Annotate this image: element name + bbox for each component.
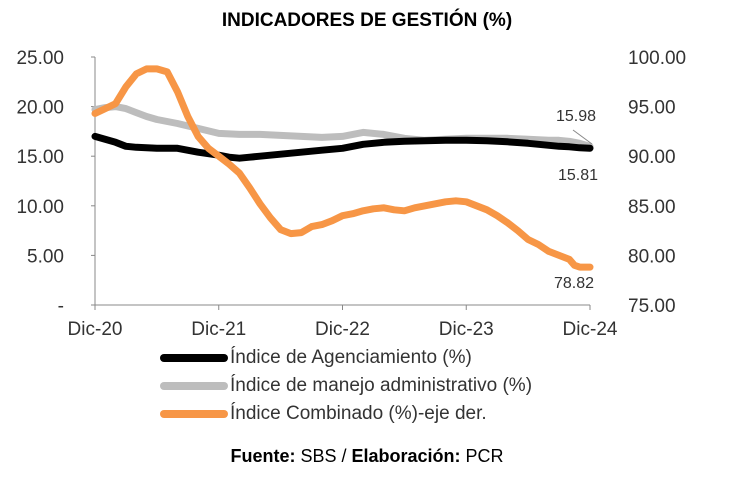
legend-swatch-agenciamiento (160, 354, 228, 362)
elaboration-label: Elaboración: (351, 446, 461, 466)
y-right-tick-label: 75.00 (628, 296, 676, 317)
series-line-agenciamiento (91, 132, 594, 162)
y-left-tick-label: 10.00 (16, 197, 64, 218)
series-line-combinado (91, 65, 594, 271)
data-label-leader-line (572, 129, 593, 145)
chart-legend: Índice de Agenciamiento (%) Índice de ma… (160, 344, 532, 428)
x-tick-label: Dic-21 (191, 319, 246, 340)
data-label-agenciamiento-last: 15.81 (558, 167, 598, 184)
x-tick-label: Dic-23 (439, 319, 494, 340)
chart-series-lines (91, 65, 594, 271)
source-label: Fuente: (230, 446, 296, 466)
y-left-tick-label: 25.00 (16, 48, 64, 69)
chart-axes: 25.00 20.00 15.00 10.00 5.00 - 100.00 95.00 90.0… (16, 48, 686, 340)
x-tick-label: Dic-24 (563, 319, 618, 340)
y-left-tick-label: 5.00 (27, 246, 64, 267)
x-tick-label: Dic-20 (68, 319, 123, 340)
legend-label-manejo-administrativo: Índice de manejo administrativo (%) (230, 375, 533, 396)
legend-item-agenciamiento: Índice de Agenciamiento (%) (160, 344, 532, 372)
chart-title: INDICADORES DE GESTIÓN (%) (221, 10, 513, 31)
legend-item-combinado: Índice Combinado (%)-eje der. (160, 400, 532, 428)
legend-item-manejo-administrativo: Índice de manejo administrativo (%) (160, 372, 532, 400)
y-right-tick-label: 100.00 (628, 48, 686, 69)
legend-swatch-manejo-administrativo (160, 382, 228, 390)
y-left-tick-label: 20.00 (16, 98, 64, 119)
y-right-tick-label: 85.00 (628, 197, 676, 218)
y-right-tick-label: 95.00 (628, 98, 676, 119)
legend-label-agenciamiento: Índice de Agenciamiento (%) (230, 347, 472, 368)
chart-data-labels: 15.98 15.81 78.82 (554, 108, 598, 292)
y-left-tick-label: 15.00 (16, 147, 64, 168)
y-right-tick-label: 90.00 (628, 147, 676, 168)
x-tick-label: Dic-22 (315, 319, 370, 340)
y-left-tick-label: - (58, 296, 64, 317)
source-value: SBS / (295, 446, 352, 466)
data-label-combinado-last: 78.82 (554, 275, 594, 292)
elaboration-value: PCR (460, 446, 504, 466)
source-note: Fuente: SBS / Elaboración: PCR (0, 446, 734, 467)
y-right-tick-label: 80.00 (628, 246, 676, 267)
legend-label-combinado: Índice Combinado (%)-eje der. (230, 403, 487, 424)
data-label-manejo-last: 15.98 (556, 108, 596, 125)
legend-swatch-combinado (160, 410, 228, 418)
series-line-manejo-administrativo (91, 103, 594, 150)
